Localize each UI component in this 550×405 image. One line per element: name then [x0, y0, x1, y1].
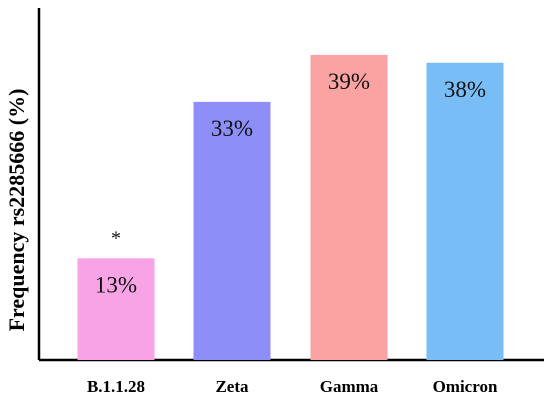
bars — [77, 54, 504, 360]
significance-marker-b-1-1-28: * — [111, 227, 121, 249]
x-tick-labels: B.1.1.28 Zeta Gamma Omicron — [87, 377, 498, 396]
data-label-b-1-1-28: 13% — [95, 272, 137, 297]
bar-gamma — [310, 54, 388, 360]
x-tick-zeta: Zeta — [215, 377, 249, 396]
x-tick-gamma: Gamma — [320, 377, 379, 396]
bar-omicron — [426, 62, 504, 360]
bar-zeta — [193, 101, 271, 360]
data-label-gamma: 39% — [328, 69, 370, 94]
data-label-omicron: 38% — [444, 77, 486, 102]
x-tick-b-1-1-28: B.1.1.28 — [87, 377, 145, 396]
data-label-zeta: 33% — [211, 116, 253, 141]
x-tick-omicron: Omicron — [433, 377, 498, 396]
data-labels: 13% * 33% 39% 38% — [95, 69, 486, 297]
bar-b-1-1-28 — [77, 258, 155, 360]
y-axis-label: Frequency rs2285666 (%) — [4, 89, 29, 332]
